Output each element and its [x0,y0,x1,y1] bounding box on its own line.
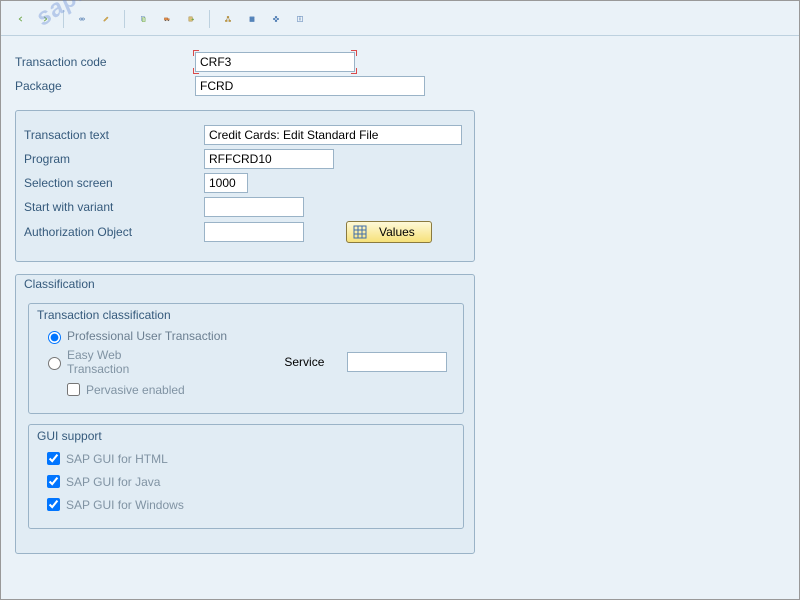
selection-screen-label: Selection screen [24,176,204,190]
transaction-text-label: Transaction text [24,128,204,142]
check-gui-html[interactable]: SAP GUI for HTML [43,449,453,468]
classification-group: Classification Transaction classificatio… [15,274,475,554]
gui-support-title: GUI support [37,429,453,443]
auth-object-label: Authorization Object [24,225,204,239]
check-gui-html-input[interactable] [47,452,60,465]
start-variant-label: Start with variant [24,200,204,214]
edit-icon[interactable] [96,9,116,29]
program-input[interactable] [204,149,334,169]
start-variant-input[interactable] [204,197,304,217]
forward-icon[interactable] [35,9,55,29]
transaction-classification-group: Transaction classification Professional … [28,303,464,414]
radio-easy-web-input[interactable] [48,357,61,370]
back-icon[interactable] [11,9,31,29]
check-pervasive[interactable]: Pervasive enabled [63,380,453,399]
copy-icon[interactable] [133,9,153,29]
check-gui-win-label: SAP GUI for Windows [66,498,184,512]
info-icon[interactable]: i [290,9,310,29]
check-gui-java[interactable]: SAP GUI for Java [43,472,453,491]
auth-object-input[interactable] [204,222,304,242]
values-button[interactable]: Values [346,221,432,243]
row-transaction-code: Transaction code [15,52,785,72]
values-button-label: Values [379,225,415,239]
transaction-classification-title: Transaction classification [37,308,453,322]
check-gui-html-label: SAP GUI for HTML [66,452,168,466]
details-group: Transaction text Program Selection scree… [15,110,475,262]
transaction-code-highlight [195,52,355,72]
sap-screen: sapbrainsonline.com i Transaction code P… [0,0,800,600]
radio-professional-label: Professional User Transaction [67,329,227,343]
body: Transaction code Package Transaction tex… [1,36,799,576]
check-pervasive-label: Pervasive enabled [86,383,185,397]
transaction-code-input[interactable] [195,52,355,72]
display-icon[interactable] [72,9,92,29]
radio-easy-web-label: Easy Web Transaction [67,348,150,376]
gui-support-group: GUI support SAP GUI for HTML SAP GUI for… [28,424,464,529]
package-label: Package [15,79,195,93]
separator [124,10,125,28]
transaction-text-input[interactable] [204,125,462,145]
values-icon [353,225,367,239]
separator [209,10,210,28]
structure-icon[interactable] [266,9,286,29]
transport-icon[interactable] [157,9,177,29]
package-input[interactable] [195,76,425,96]
check-pervasive-input[interactable] [67,383,80,396]
paste-icon[interactable] [181,9,201,29]
radio-easy-web[interactable]: Easy Web Transaction Service [43,348,453,376]
separator [63,10,64,28]
check-gui-java-input[interactable] [47,475,60,488]
check-gui-win-input[interactable] [47,498,60,511]
radio-professional[interactable]: Professional User Transaction [43,328,453,344]
service-input[interactable] [347,352,447,372]
stack-icon[interactable] [242,9,262,29]
check-gui-java-label: SAP GUI for Java [66,475,160,489]
selection-screen-input[interactable] [204,173,248,193]
row-package: Package [15,76,785,96]
program-label: Program [24,152,204,166]
service-label: Service [284,355,347,369]
svg-text:i: i [299,17,301,23]
check-gui-win[interactable]: SAP GUI for Windows [43,495,453,514]
radio-professional-input[interactable] [48,331,61,344]
classification-title: Classification [22,277,97,291]
hierarchy-icon[interactable] [218,9,238,29]
transaction-code-label: Transaction code [15,55,195,69]
toolbar: i [1,7,799,36]
